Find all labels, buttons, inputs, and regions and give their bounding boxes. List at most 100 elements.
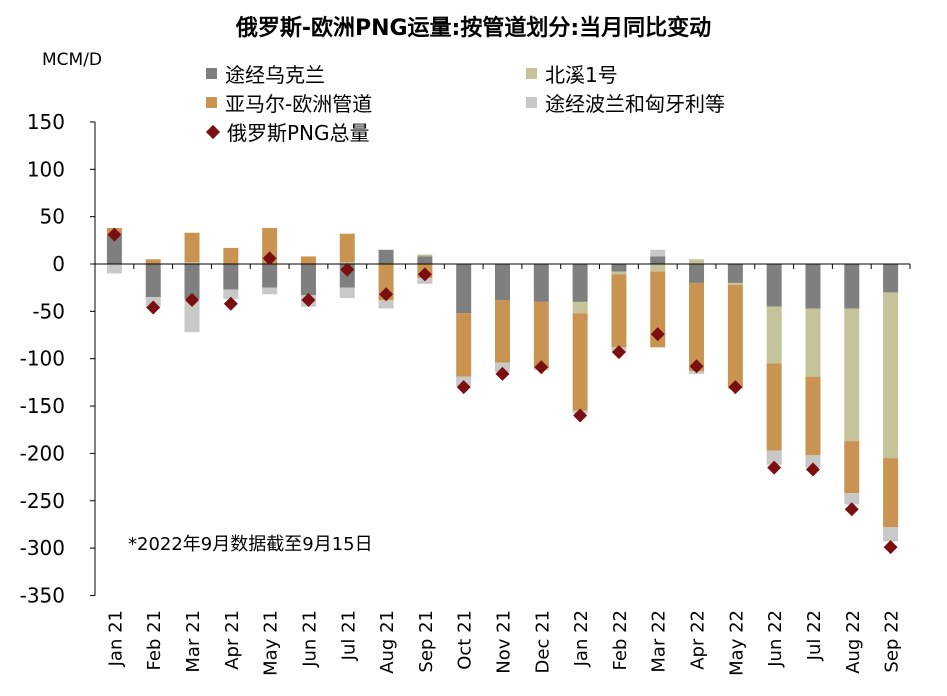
x-tick-label: Jan 21	[105, 610, 126, 667]
bar-segment	[766, 306, 782, 364]
x-tick-label: Feb 21	[144, 610, 165, 671]
total-marker	[262, 251, 277, 266]
bar-segment	[844, 308, 860, 442]
total-marker	[805, 462, 820, 477]
bar-segment	[883, 458, 899, 528]
bar-segment	[495, 299, 510, 363]
legend-item-yamal: 亚马尔-欧洲管道	[206, 88, 372, 117]
bar-segment	[262, 228, 278, 264]
bar-segment	[766, 450, 782, 465]
total-marker	[223, 296, 238, 311]
y-tick-label: -100	[20, 347, 65, 371]
bar-segment	[766, 264, 782, 307]
total-marker	[456, 380, 471, 395]
chart-title: 俄罗斯-欧洲PNG运量:按管道划分:当月同比变动	[235, 16, 712, 41]
total-marker	[417, 267, 432, 282]
total-marker	[534, 360, 549, 375]
total-marker	[689, 359, 704, 374]
x-tick-label: Mar 21	[183, 610, 204, 673]
x-tick-label: Feb 22	[610, 610, 631, 671]
total-marker	[495, 366, 510, 381]
bar-segment	[456, 313, 472, 377]
bar-segment	[766, 363, 782, 451]
bar-segment	[844, 441, 860, 494]
y-tick-label: 150	[27, 110, 65, 134]
bar-segment	[650, 256, 666, 264]
x-tick-label: Aug 21	[377, 610, 398, 674]
x-tick-label: Jul 22	[804, 610, 825, 661]
legend-label-total: 俄罗斯PNG总量	[227, 121, 370, 145]
bar-segment	[495, 264, 510, 300]
bar-segment	[106, 235, 122, 264]
bar-segment	[145, 264, 161, 298]
legend-label-nord-stream: 北溪1号	[545, 63, 618, 87]
y-tick-label: 50	[40, 205, 65, 229]
bar-segment	[223, 247, 239, 264]
bar-segment	[650, 271, 666, 348]
total-marker	[185, 292, 200, 307]
legend-swatch-poland-hungary	[526, 97, 537, 108]
bar-segment	[262, 264, 278, 288]
y-tick-label: -200	[20, 441, 65, 465]
legend-swatch-nord-stream	[526, 68, 537, 79]
total-marker	[611, 345, 626, 360]
bar-segment	[300, 256, 316, 264]
legend-item-poland-hungary: 途经波兰和匈牙利等	[526, 88, 725, 117]
bar-segment	[184, 299, 200, 333]
y-axis-unit: MCM/D	[42, 50, 103, 70]
bar-segment	[184, 262, 200, 264]
x-tick-label: Nov 21	[494, 610, 515, 674]
bar-segment	[805, 455, 821, 468]
bar-segment	[572, 301, 588, 314]
total-marker	[883, 540, 898, 555]
bar-segment	[378, 249, 394, 264]
y-tick-label: -300	[20, 536, 65, 560]
bar-segment	[689, 282, 705, 372]
x-tick-label: Jan 22	[571, 610, 592, 667]
y-tick-label: -150	[20, 394, 65, 418]
x-tick-label: Dec 21	[532, 610, 553, 673]
bar-segment	[223, 289, 239, 300]
bar-segment	[106, 264, 122, 274]
bar-segment	[844, 264, 860, 309]
bar-segment	[611, 264, 627, 272]
bar-segment	[456, 264, 472, 314]
legend-item-total: 俄罗斯PNG总量	[205, 117, 370, 146]
bar-segment	[689, 259, 705, 264]
legend-item-ukraine: 途经乌克兰	[206, 59, 325, 88]
bar-segment	[184, 232, 200, 263]
bar-segment	[378, 264, 394, 300]
bar-segment	[417, 256, 433, 264]
bar-segment	[883, 527, 899, 542]
bar-segment	[572, 313, 588, 411]
y-tick-label: -50	[32, 299, 65, 323]
y-tick-label: 0	[52, 252, 65, 276]
bar-segment	[533, 301, 549, 369]
total-marker	[650, 327, 665, 342]
legend-label-yamal: 亚马尔-欧洲管道	[225, 92, 373, 116]
total-marker	[573, 408, 588, 423]
total-marker	[107, 227, 122, 242]
total-marker	[146, 300, 161, 315]
legend-swatch-yamal	[206, 97, 217, 108]
bar-segment	[805, 308, 821, 377]
bar-segment	[300, 264, 316, 296]
total-marker	[767, 460, 782, 475]
bar-segment	[727, 264, 743, 283]
x-tick-label: Apr 22	[688, 610, 709, 670]
footnote: *2022年9月数据截至9月15日	[128, 534, 373, 555]
bar-segment	[378, 299, 394, 309]
bar-segment	[689, 264, 705, 283]
bar-segment	[145, 259, 161, 264]
x-tick-label: May 21	[261, 610, 282, 676]
bar-segment	[533, 264, 549, 302]
x-tick-label: Jun 22	[765, 610, 786, 668]
bar-segment	[339, 233, 355, 263]
legend-swatch-ukraine	[206, 68, 217, 79]
bar-segment	[572, 264, 588, 302]
bar-segment	[417, 254, 433, 257]
bar-segment	[805, 264, 821, 309]
bar-segment	[611, 274, 627, 348]
bar-segment	[262, 287, 278, 295]
